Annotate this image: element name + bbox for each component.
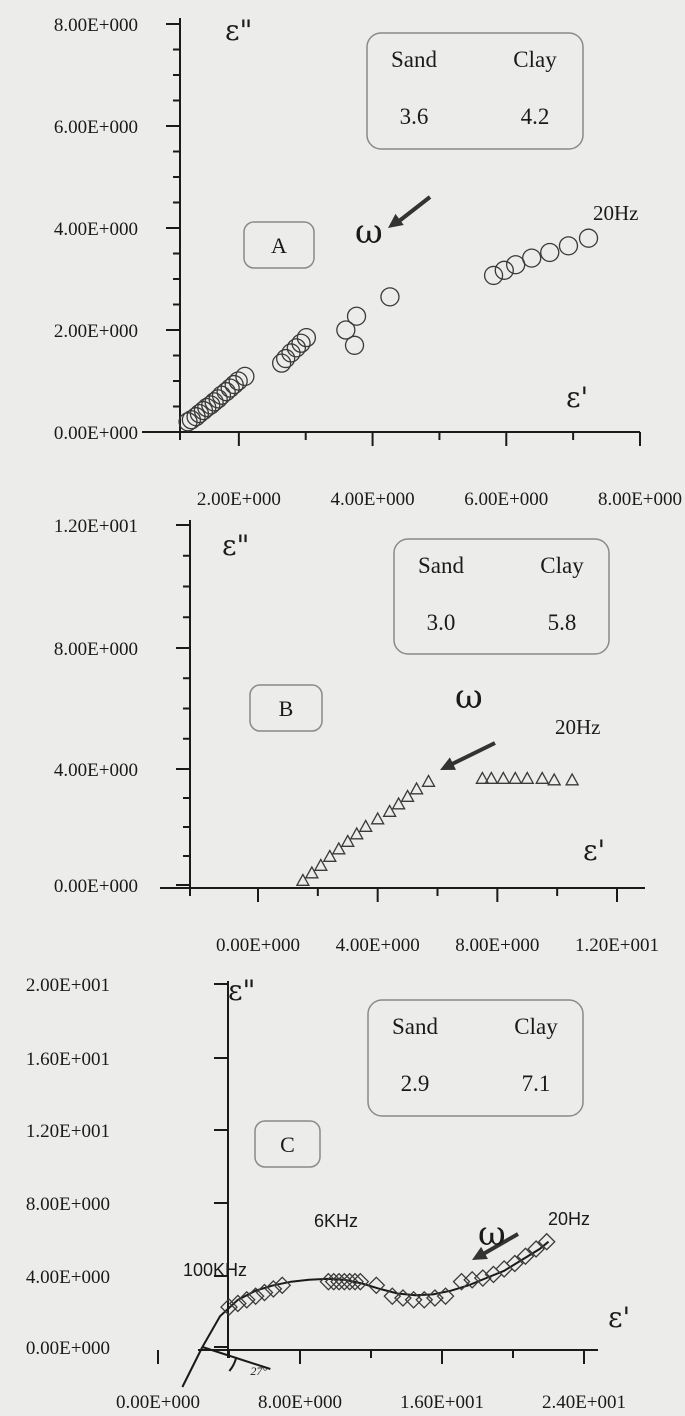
chart-panel-c: 0.00E+000 4.00E+000 8.00E+000 1.20E+001 1.60… — [26, 974, 630, 1413]
frequency-label: 6KHz — [314, 1211, 358, 1231]
data-point — [273, 354, 291, 372]
frequency-label: 20Hz — [555, 715, 601, 739]
data-point — [536, 773, 548, 784]
x-tick-label: 8.00E+000 — [258, 1392, 342, 1413]
data-point — [297, 329, 315, 347]
x-tick-label: 1.60E+001 — [400, 1392, 484, 1413]
composition-header-clay: Clay — [513, 47, 557, 72]
y-tick-label: 4.00E+000 — [54, 760, 138, 781]
x-axis-symbol: ε' — [583, 834, 605, 867]
data-point — [320, 1274, 336, 1290]
data-point — [509, 773, 521, 784]
data-point — [348, 307, 366, 325]
data-point — [580, 229, 598, 247]
frequency-label: 20Hz — [548, 1209, 590, 1229]
data-point — [229, 372, 247, 390]
angle-label: 27° — [250, 1364, 267, 1378]
data-point — [292, 334, 310, 352]
fit-curve — [202, 1242, 548, 1347]
x-tick-label: 1.20E+001 — [575, 935, 659, 956]
panel-letter: A — [271, 233, 287, 258]
x-tick-label: 0.00E+000 — [216, 935, 300, 956]
tangent-line — [182, 1347, 202, 1387]
x-tick-label: 2.00E+000 — [197, 489, 281, 510]
x-tick-label: 2.40E+001 — [542, 1392, 626, 1413]
data-point — [381, 288, 399, 306]
y-tick-label: 8.00E+000 — [54, 15, 138, 36]
composition-value-clay: 5.8 — [548, 610, 577, 635]
direction-arrow — [446, 743, 495, 767]
y-tick-label: 0.00E+000 — [54, 876, 138, 897]
y-tick-label: 2.00E+000 — [54, 321, 138, 342]
composition-value-sand: 3.0 — [427, 610, 456, 635]
data-point — [559, 237, 577, 255]
data-point — [411, 783, 423, 794]
data-point — [523, 249, 541, 267]
data-point — [507, 256, 525, 274]
x-tick-label: 8.00E+000 — [598, 489, 682, 510]
x-axis-symbol: ε' — [566, 381, 588, 414]
data-point — [496, 1261, 512, 1277]
x-tick-label: 8.00E+000 — [455, 935, 539, 956]
angle-arc — [229, 1357, 236, 1371]
y-tick-label: 8.00E+000 — [54, 639, 138, 660]
data-point — [331, 1274, 347, 1290]
panel-letter: B — [279, 696, 294, 721]
data-point — [423, 776, 435, 787]
y-axis-symbol: ε" — [228, 974, 255, 1007]
y-axis-symbol: ε" — [222, 529, 249, 562]
data-point — [277, 350, 295, 368]
data-point — [497, 773, 509, 784]
y-axis-symbol: ε" — [225, 14, 252, 47]
y-tick-label: 8.00E+000 — [26, 1194, 110, 1215]
x-tick-label: 0.00E+000 — [116, 1392, 200, 1413]
x-tick-label: 4.00E+000 — [331, 489, 415, 510]
data-point — [282, 344, 300, 362]
data-point — [217, 383, 235, 401]
data-point — [287, 339, 305, 357]
data-point — [566, 774, 578, 785]
x-tick-label: 4.00E+000 — [336, 935, 420, 956]
data-point — [548, 774, 560, 785]
data-point — [495, 261, 513, 279]
composition-header-sand: Sand — [391, 47, 438, 72]
y-tick-label: 1.20E+001 — [54, 516, 138, 537]
y-tick-label: 1.60E+001 — [26, 1049, 110, 1070]
composition-header-sand: Sand — [418, 553, 465, 578]
omega-symbol: ω — [355, 212, 383, 252]
omega-symbol: ω — [478, 1214, 506, 1254]
y-tick-label: 2.00E+001 — [26, 975, 110, 996]
data-point — [346, 336, 364, 354]
composition-header-clay: Clay — [514, 1014, 558, 1039]
chart-panel-b: 0.00E+000 4.00E+000 8.00E+000 1.20E+001 0.00… — [54, 516, 659, 956]
y-tick-label: 6.00E+000 — [54, 117, 138, 138]
y-tick-label: 0.00E+000 — [54, 423, 138, 444]
data-point — [485, 266, 503, 284]
y-tick-label: 4.00E+000 — [54, 219, 138, 240]
x-tick-label: 6.00E+000 — [464, 489, 548, 510]
frequency-label: 20Hz — [593, 201, 639, 225]
composition-header-sand: Sand — [392, 1014, 439, 1039]
data-point — [541, 243, 559, 261]
composition-value-clay: 4.2 — [521, 104, 550, 129]
y-tick-label: 4.00E+000 — [26, 1267, 110, 1288]
chart-panel-a: 0.00E+000 2.00E+000 4.00E+000 6.00E+000 8.00… — [54, 14, 682, 510]
composition-value-sand: 3.6 — [400, 104, 429, 129]
data-point — [372, 813, 384, 824]
composition-header-clay: Clay — [540, 553, 584, 578]
data-point — [360, 821, 372, 832]
y-tick-label: 1.20E+001 — [26, 1121, 110, 1142]
data-point — [326, 1274, 342, 1290]
y-tick-label: 0.00E+000 — [26, 1338, 110, 1359]
omega-symbol: ω — [455, 677, 483, 717]
x-axis-symbol: ε' — [608, 1301, 630, 1334]
composition-value-clay: 7.1 — [522, 1071, 551, 1096]
frequency-label: 100KHz — [183, 1260, 247, 1280]
composition-value-sand: 2.9 — [401, 1071, 430, 1096]
panel-letter: C — [280, 1132, 295, 1157]
data-point — [521, 773, 533, 784]
